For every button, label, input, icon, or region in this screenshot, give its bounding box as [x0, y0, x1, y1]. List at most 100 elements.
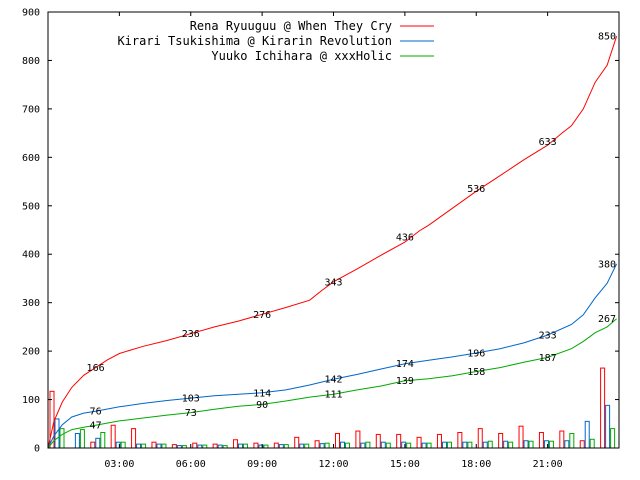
hourly-bar	[299, 443, 305, 449]
hourly-bar	[564, 440, 570, 449]
value-label: 536	[467, 184, 485, 195]
hourly-bar	[579, 440, 585, 449]
hourly-bar	[380, 441, 386, 449]
hourly-bar	[441, 441, 447, 449]
hourly-bar	[273, 442, 279, 449]
value-label: 236	[182, 329, 200, 340]
hourly-bar	[243, 443, 249, 449]
hourly-bar	[528, 440, 534, 449]
value-label: 103	[182, 394, 200, 405]
hourly-bar	[212, 443, 218, 449]
hourly-bar	[426, 442, 432, 449]
hourly-bar	[385, 442, 391, 449]
hourly-bar	[462, 441, 468, 449]
legend-label: Kirari Tsukishima @ Kirarin Revolution	[117, 34, 392, 48]
y-tick-label: 800	[22, 56, 40, 67]
hourly-bar	[253, 442, 259, 449]
hourly-bar	[278, 444, 284, 449]
hourly-bar	[406, 442, 412, 449]
hourly-bar	[294, 436, 300, 449]
hourly-bar	[192, 442, 198, 449]
hourly-bar	[161, 443, 167, 449]
hourly-bar	[584, 420, 590, 449]
hourly-bar	[110, 424, 116, 449]
hourly-bar	[283, 444, 289, 449]
x-tick-label: 06:00	[176, 459, 206, 470]
hourly-bar	[345, 442, 350, 449]
hourly-bar	[589, 438, 595, 449]
hourly-bar	[569, 432, 575, 449]
hourly-bar	[304, 443, 310, 449]
hourly-bar	[487, 440, 493, 449]
hourly-bar	[340, 441, 345, 449]
hourly-bar	[156, 443, 162, 449]
hourly-bar	[416, 436, 422, 449]
x-tick-label: 03:00	[104, 459, 134, 470]
value-label: 850	[598, 32, 616, 43]
hourly-bar	[538, 431, 544, 449]
hourly-bar	[436, 433, 442, 449]
hourly-bar	[171, 444, 177, 449]
value-label: 174	[396, 359, 414, 370]
x-tick-label: 21:00	[533, 459, 563, 470]
hourly-bar	[360, 442, 366, 449]
value-label: 73	[185, 408, 197, 419]
value-label: 233	[539, 331, 557, 342]
hourly-bar	[151, 441, 157, 449]
x-tick-label: 12:00	[318, 459, 348, 470]
hourly-bar	[482, 441, 488, 449]
hourly-bar	[508, 441, 514, 449]
hourly-bar	[518, 425, 524, 449]
value-label: 114	[253, 388, 271, 399]
value-label: 139	[396, 376, 414, 387]
series-line-1	[47, 36, 618, 449]
value-label: 166	[87, 363, 105, 374]
hourly-bar	[95, 437, 101, 449]
y-tick-label: 100	[22, 395, 40, 406]
value-label: 111	[324, 390, 342, 401]
hourly-bar	[233, 439, 239, 449]
value-labels-layer: 166 236 276 343 436 536 633 850 76 103 114 142 174 19…	[87, 32, 616, 432]
value-label: 90	[256, 400, 268, 411]
hourly-bar	[503, 440, 509, 449]
value-label: 343	[324, 277, 342, 288]
hourly-bar	[421, 442, 427, 449]
y-tick-label: 0	[34, 444, 40, 455]
hourly-bar	[335, 432, 340, 449]
hourly-bar	[136, 443, 142, 449]
x-tick-label: 18:00	[461, 459, 491, 470]
legend-label: Rena Ryuuguu @ When They Cry	[190, 19, 392, 33]
y-tick-label: 500	[22, 201, 40, 212]
hourly-bar	[477, 428, 483, 449]
y-tick-label: 900	[22, 8, 40, 19]
hourly-bar	[120, 441, 126, 449]
hourly-bar	[131, 428, 137, 449]
series-line-3	[47, 318, 617, 449]
y-axis: 0 100 200 300 400 500 600 700 800 900	[22, 8, 619, 455]
hourly-bar	[319, 443, 325, 449]
value-label: 267	[598, 314, 616, 325]
hourly-bar	[324, 442, 330, 449]
value-label: 187	[539, 353, 557, 364]
hourly-bar	[396, 433, 402, 449]
hourly-bar	[600, 367, 606, 449]
series-line-2	[47, 263, 618, 449]
hourly-bar	[355, 430, 361, 449]
x-tick-label: 15:00	[390, 459, 420, 470]
hourly-bar	[548, 440, 554, 449]
value-label: 633	[539, 137, 557, 148]
hourly-bar	[498, 432, 504, 449]
value-label: 76	[90, 407, 102, 418]
hourly-bar	[79, 429, 85, 449]
value-label: 380	[598, 259, 616, 270]
legend-label: Yuuko Ichihara @ xxxHolic	[211, 49, 392, 63]
hourly-bar	[74, 432, 80, 449]
hourly-bar	[446, 441, 452, 449]
lines-layer	[47, 36, 618, 449]
hourly-bar	[314, 440, 320, 449]
x-tick-label: 09:00	[247, 459, 277, 470]
x-axis: 03:00 06:00 09:00 12:00 15:00 18:00 21:00	[104, 12, 563, 470]
hourly-bar	[90, 441, 96, 449]
